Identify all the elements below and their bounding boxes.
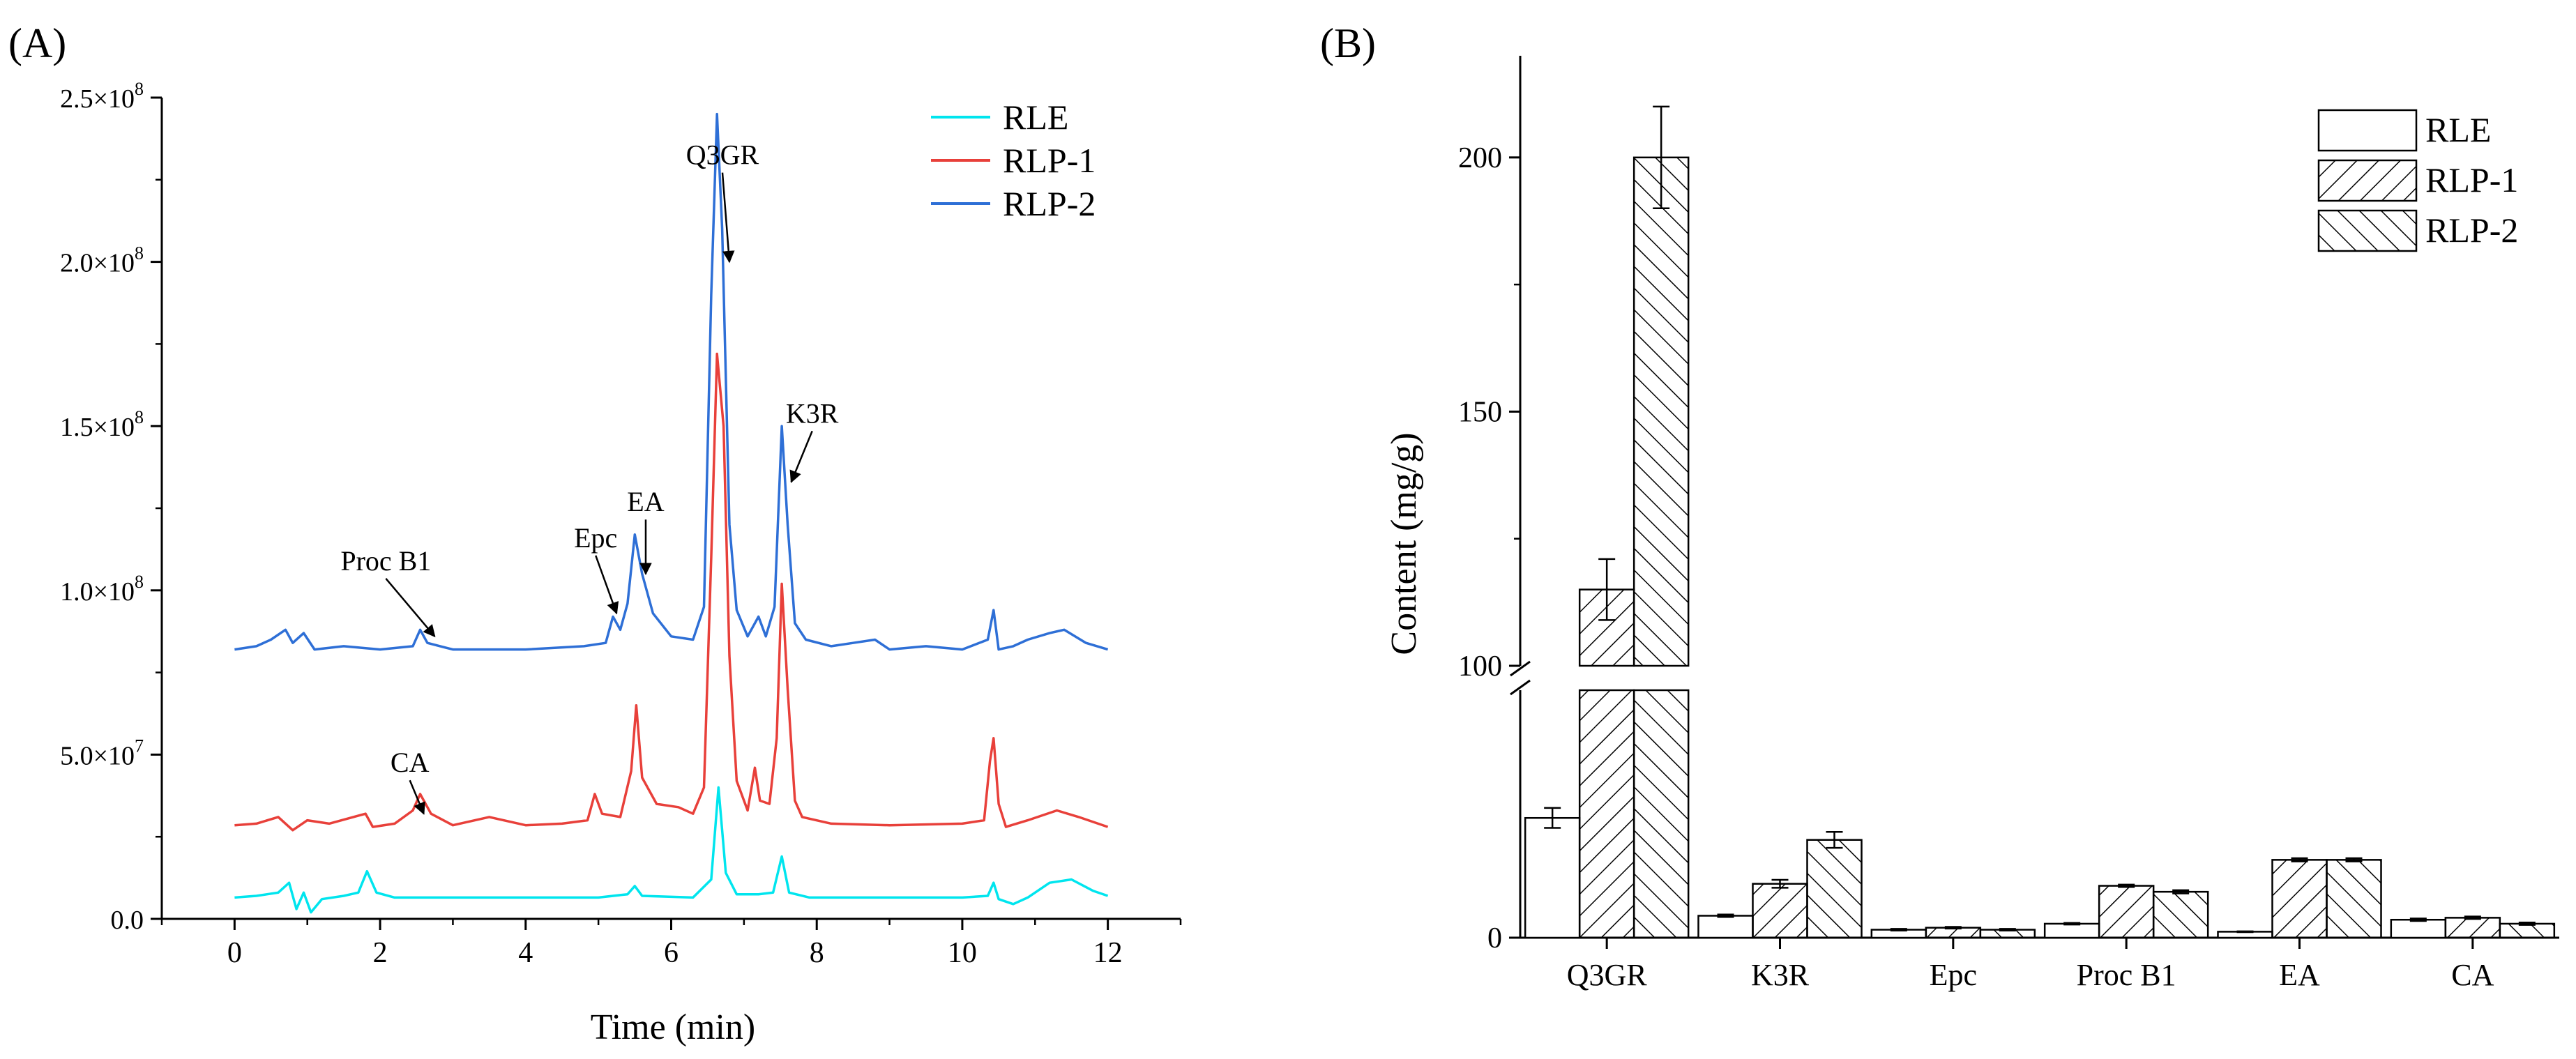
series-line-rlp-2 (234, 112, 1109, 651)
bar-chart-plot-area: 0 100 150 200 Q3GR K3R Epc Proc B1 EA CA RLE RLP-1 R… (1458, 56, 2559, 992)
bar-y-tick-label: 100 (1458, 650, 1502, 683)
peak-annotation: Q3GR (686, 139, 759, 171)
bar (2499, 922, 2556, 939)
legend-entry: RLE (1003, 98, 1068, 137)
legend-swatch (2317, 159, 2418, 202)
annotation-arrow (409, 779, 425, 815)
peak-annotation: K3R (786, 397, 839, 429)
bar (2390, 918, 2447, 939)
x-tick-label: 6 (664, 937, 679, 969)
bar (1632, 689, 1690, 939)
peak-annotation: Proc B1 (340, 545, 431, 577)
bar (2098, 885, 2155, 939)
y-tick-label: 1.0×108 (60, 572, 144, 607)
bar (2444, 917, 2501, 939)
series-line-rlp-1 (234, 352, 1109, 832)
category-label: K3R (1751, 958, 1810, 992)
legend-swatch (2317, 209, 2418, 252)
bar (1524, 816, 1581, 939)
chromatogram-x-axis-label: Time (min) (591, 1007, 755, 1047)
chromatogram-plot-area: 0 2 4 6 8 10 12 0.0 5.0×107 1.0×108 1.5×108 2.0×108… (60, 79, 1182, 969)
legend-swatch (2317, 109, 2418, 152)
category-label: CA (2451, 958, 2494, 992)
bar (2043, 922, 2100, 939)
bar-y-tick-label: 0 (1487, 922, 1502, 954)
legend-entry: RLP-1 (2425, 160, 2518, 199)
bar (2326, 859, 2382, 939)
bar (1632, 156, 1690, 667)
bar-chart-y-axis-label: Content (mg/g) (1384, 432, 1424, 655)
legend-entry: RLP-2 (2425, 211, 2518, 250)
category-label: Epc (1930, 958, 1977, 992)
axis-break-mark (1510, 660, 1531, 677)
legend-entry: RLP-2 (1003, 184, 1096, 223)
panel-a-label: (A) (8, 20, 66, 66)
y-tick-label: 1.5×108 (60, 407, 144, 442)
x-tick-label: 8 (810, 937, 824, 969)
x-tick-label: 4 (518, 937, 533, 969)
bar (1806, 839, 1863, 939)
bar-y-tick-label: 200 (1458, 142, 1502, 174)
bar-y-tick-label: 150 (1458, 396, 1502, 428)
peak-annotation: EA (627, 486, 664, 517)
category-label: EA (2279, 958, 2320, 992)
bar (2271, 859, 2328, 939)
legend-entry: RLP-1 (1003, 141, 1096, 180)
legend-entry: RLE (2425, 110, 2491, 149)
annotation-arrow (721, 172, 735, 264)
x-tick-label: 2 (373, 937, 388, 969)
x-tick-label: 10 (948, 937, 977, 969)
x-tick-label: 0 (227, 937, 242, 969)
bar (1697, 915, 1754, 939)
series-line-rle (234, 786, 1109, 914)
category-label: Proc B1 (2077, 958, 2176, 992)
y-tick-label: 5.0×107 (60, 736, 144, 770)
panel-b-bar-chart: (B) 0 100 150 200 Q3GR K3R Epc Proc B1 EA CA RLE RL… (1320, 20, 2559, 992)
bar (2152, 890, 2209, 939)
annotation-arrow (789, 430, 813, 483)
bar (1578, 689, 1635, 939)
y-tick-label: 2.5×108 (60, 79, 144, 114)
y-tick-label: 2.0×108 (60, 243, 144, 278)
panel-a-chromatogram: (A) 0 2 4 6 8 10 12 0.0 5.0×107 1.0×108 1.5×108 2.0… (8, 20, 1182, 1047)
axis-break-mark (1510, 679, 1531, 696)
panel-b-label: (B) (1320, 20, 1376, 66)
bar (1752, 883, 1808, 939)
y-tick-label: 0.0 (111, 906, 144, 935)
x-tick-label: 12 (1093, 937, 1123, 969)
annotation-arrow (595, 555, 619, 615)
category-label: Q3GR (1567, 958, 1648, 992)
annotation-arrow (385, 577, 436, 638)
peak-annotation: Epc (574, 522, 617, 554)
peak-annotation: CA (391, 747, 430, 778)
